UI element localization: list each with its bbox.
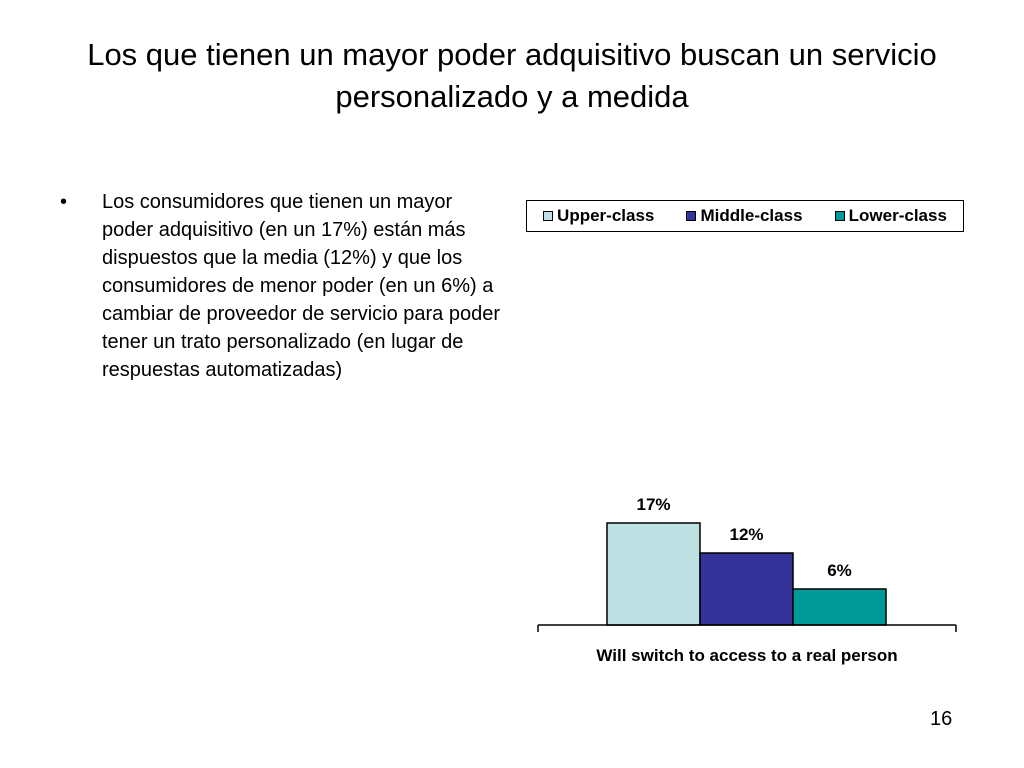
legend-swatch-upper-class [543, 211, 554, 221]
data-label-lower-class: 6% [827, 561, 852, 580]
x-axis-label: Will switch to access to a real person [596, 646, 897, 665]
data-label-upper-class: 17% [636, 495, 670, 514]
legend-label-upper-class: Upper-class [557, 206, 655, 225]
legend-item-upper-class: Upper-class [543, 206, 654, 226]
chart-legend: Upper-class Middle-class Lower-class [526, 200, 964, 232]
bullet-text: Los consumidores que tienen un mayor pod… [102, 191, 500, 381]
legend-item-middle-class: Middle-class [686, 206, 803, 226]
legend-label-middle-class: Middle-class [700, 206, 803, 225]
bullet-marker: • [60, 191, 68, 213]
bar-upper-class [606, 522, 701, 626]
legend-swatch-lower-class [834, 211, 845, 221]
data-label-middle-class: 12% [729, 525, 763, 544]
slide-number: 16 [930, 708, 953, 730]
slide-title: Los que tienen un mayor poder adquisitiv… [87, 37, 937, 114]
bar-middle-class [699, 552, 794, 626]
legend-item-lower-class: Lower-class [834, 206, 947, 226]
bar-chart: 17% 12% 6% Will switch to access to a real… [537, 495, 957, 665]
legend-label-lower-class: Lower-class [848, 206, 947, 225]
legend-swatch-middle-class [686, 211, 697, 221]
bar-lower-class [792, 588, 887, 626]
